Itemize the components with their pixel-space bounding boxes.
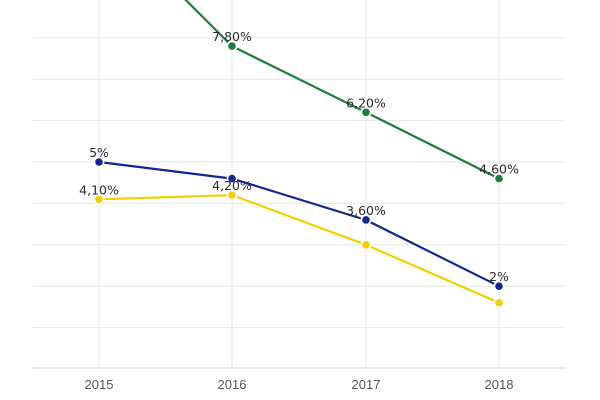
data-label: 2% (489, 269, 509, 284)
data-point[interactable] (360, 239, 372, 251)
data-label: 5% (89, 145, 109, 160)
data-point[interactable] (493, 280, 505, 292)
data-point[interactable] (360, 106, 372, 118)
data-label: 6,20% (346, 95, 386, 110)
x-tick-label: 2016 (218, 377, 247, 392)
data-point[interactable] (93, 156, 105, 168)
series-lines (97, 0, 501, 304)
x-tick-label: 2018 (485, 377, 514, 392)
x-tick-label: 2017 (352, 377, 381, 392)
data-point[interactable] (226, 40, 238, 52)
x-axis: 2015 2016 2017 2018 (33, 367, 565, 392)
data-label: 7,80% (212, 29, 252, 44)
series-line-2 (97, 160, 501, 288)
data-label: 4,10% (79, 182, 119, 197)
data-point[interactable] (226, 173, 238, 184)
data-label: 4,60% (479, 162, 519, 177)
data-label: 3,60% (346, 203, 386, 218)
data-point[interactable] (93, 193, 105, 205)
x-tick-label: 2015 (85, 377, 114, 392)
series-line-3 (97, 194, 501, 304)
data-point[interactable] (493, 173, 505, 184)
data-labels: 7,80% 6,20% 4,60% 5% 3,60% 2% 4,10% 4,20% (79, 29, 519, 284)
series-line-1 (184, 0, 501, 180)
data-point[interactable] (226, 189, 238, 201)
data-label: 4,20% (212, 178, 252, 193)
data-point[interactable] (493, 297, 505, 309)
gridlines (33, 0, 565, 368)
data-point[interactable] (360, 214, 372, 226)
data-points (93, 40, 505, 309)
